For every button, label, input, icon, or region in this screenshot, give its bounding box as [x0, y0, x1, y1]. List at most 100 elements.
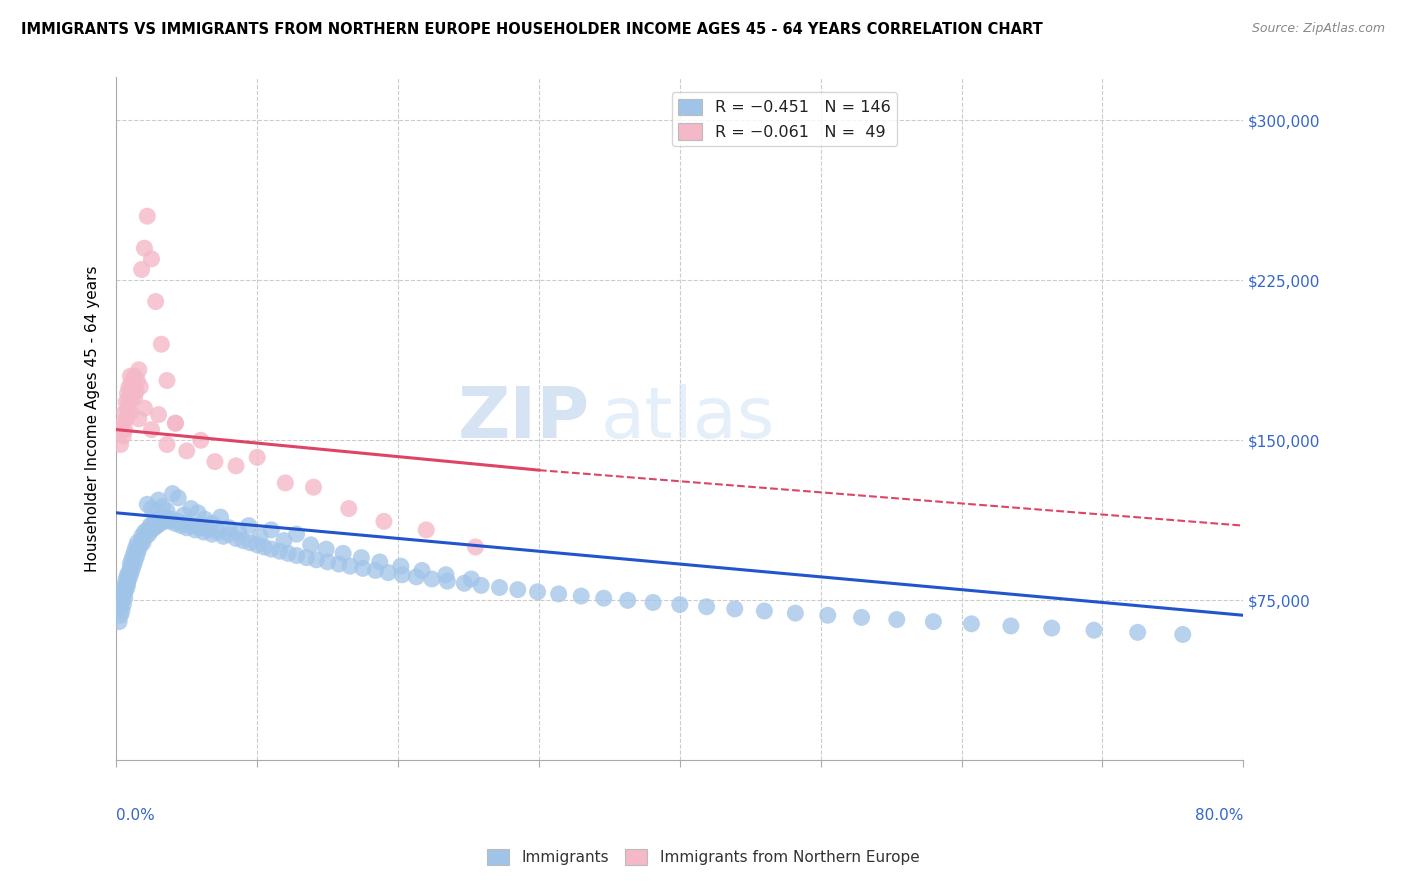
Point — [155, 510, 177, 524]
Point — [960, 616, 983, 631]
Point — [141, 252, 163, 266]
Point — [616, 593, 638, 607]
Point — [1171, 627, 1194, 641]
Point — [405, 570, 427, 584]
Point — [180, 501, 202, 516]
Point — [269, 544, 291, 558]
Point — [127, 546, 149, 560]
Point — [152, 512, 174, 526]
Point — [170, 518, 193, 533]
Point — [122, 559, 145, 574]
Point — [176, 444, 198, 458]
Point — [453, 576, 475, 591]
Point — [352, 561, 374, 575]
Point — [135, 529, 157, 543]
Point — [149, 516, 172, 531]
Point — [277, 546, 299, 560]
Point — [114, 578, 136, 592]
Point — [669, 598, 692, 612]
Point — [1126, 625, 1149, 640]
Point — [124, 555, 146, 569]
Point — [464, 540, 486, 554]
Point — [127, 535, 149, 549]
Point — [339, 559, 361, 574]
Point — [209, 510, 232, 524]
Point — [218, 527, 240, 541]
Point — [526, 584, 548, 599]
Point — [165, 516, 187, 531]
Point — [139, 518, 162, 533]
Point — [148, 408, 170, 422]
Point — [274, 475, 297, 490]
Point — [201, 516, 224, 531]
Point — [111, 604, 134, 618]
Point — [238, 518, 260, 533]
Point — [218, 521, 240, 535]
Y-axis label: Householder Income Ages 45 - 64 years: Householder Income Ages 45 - 64 years — [86, 266, 100, 572]
Point — [193, 524, 215, 539]
Point — [156, 512, 179, 526]
Point — [145, 514, 167, 528]
Point — [108, 615, 131, 629]
Text: ZIP: ZIP — [457, 384, 589, 453]
Point — [851, 610, 873, 624]
Point — [118, 566, 141, 580]
Point — [886, 613, 908, 627]
Point — [754, 604, 776, 618]
Point — [146, 518, 169, 533]
Point — [150, 514, 173, 528]
Point — [127, 374, 149, 388]
Point — [295, 550, 318, 565]
Point — [328, 557, 350, 571]
Point — [436, 574, 458, 588]
Point — [115, 395, 138, 409]
Point — [246, 538, 269, 552]
Point — [120, 567, 142, 582]
Point — [136, 523, 159, 537]
Point — [162, 486, 184, 500]
Point — [136, 497, 159, 511]
Point — [118, 572, 141, 586]
Point — [134, 524, 156, 539]
Point — [156, 374, 179, 388]
Point — [150, 337, 173, 351]
Point — [152, 500, 174, 514]
Point — [129, 538, 152, 552]
Point — [420, 572, 443, 586]
Point — [547, 587, 569, 601]
Point — [817, 608, 839, 623]
Point — [136, 209, 159, 223]
Point — [118, 395, 141, 409]
Point — [305, 553, 328, 567]
Point — [1040, 621, 1063, 635]
Point — [364, 564, 387, 578]
Point — [111, 423, 134, 437]
Point — [117, 578, 139, 592]
Point — [190, 434, 212, 448]
Point — [114, 405, 136, 419]
Point — [641, 595, 664, 609]
Point — [122, 549, 145, 563]
Point — [125, 540, 148, 554]
Point — [111, 593, 134, 607]
Point — [112, 416, 135, 430]
Text: 0.0%: 0.0% — [117, 808, 155, 823]
Point — [176, 521, 198, 535]
Point — [285, 527, 308, 541]
Point — [156, 504, 179, 518]
Point — [121, 553, 143, 567]
Point — [131, 533, 153, 548]
Point — [153, 514, 176, 528]
Point — [129, 380, 152, 394]
Point — [373, 514, 395, 528]
Point — [143, 521, 166, 535]
Point — [194, 512, 217, 526]
Point — [120, 405, 142, 419]
Point — [117, 574, 139, 588]
Point — [117, 386, 139, 401]
Point — [411, 564, 433, 578]
Text: IMMIGRANTS VS IMMIGRANTS FROM NORTHERN EUROPE HOUSEHOLDER INCOME AGES 45 - 64 YE: IMMIGRANTS VS IMMIGRANTS FROM NORTHERN E… — [21, 22, 1043, 37]
Point — [131, 262, 153, 277]
Point — [165, 416, 187, 430]
Point — [120, 561, 142, 575]
